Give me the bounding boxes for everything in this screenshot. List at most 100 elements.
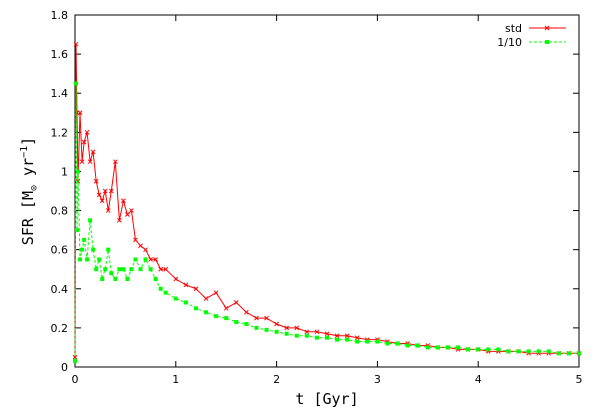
- y-tick-label: 1.2: [51, 126, 69, 139]
- data-point: [224, 316, 229, 321]
- data-point: [125, 212, 130, 217]
- data-point: [82, 237, 87, 242]
- data-point: [81, 139, 87, 145]
- data-point: [99, 198, 105, 204]
- data-point: [183, 300, 188, 305]
- data-point: [183, 282, 189, 288]
- data-point: [129, 208, 134, 213]
- x-tick-label: 5: [576, 373, 583, 386]
- data-point: [375, 339, 380, 344]
- data-point: [109, 271, 114, 276]
- data-point: [213, 290, 219, 296]
- data-point: [264, 315, 269, 321]
- data-point: [314, 335, 319, 340]
- data-point: [204, 310, 209, 315]
- data-point: [106, 247, 111, 252]
- data-point: [90, 149, 96, 155]
- data-point: [354, 335, 360, 341]
- data-point: [84, 129, 90, 135]
- y-tick-label: 0.6: [51, 244, 69, 257]
- data-point: [294, 325, 300, 331]
- data-point: [274, 329, 279, 334]
- x-axis-label: t [Gyr]: [295, 390, 358, 408]
- data-point: [566, 351, 571, 356]
- y-tick-label: 0.4: [51, 283, 69, 296]
- data-point: [87, 159, 93, 165]
- series-line: [74, 83, 579, 362]
- data-point: [153, 257, 158, 262]
- data-point: [105, 208, 111, 213]
- data-point: [577, 351, 581, 356]
- data-point: [274, 321, 279, 327]
- data-point: [546, 349, 551, 354]
- data-point: [294, 333, 299, 338]
- data-point: [121, 267, 126, 272]
- data-point: [223, 305, 229, 311]
- data-point: [163, 290, 168, 295]
- legend-label: std: [505, 22, 522, 35]
- data-point: [425, 345, 430, 350]
- data-point: [385, 341, 390, 346]
- data-point: [173, 276, 179, 282]
- data-point: [158, 286, 163, 291]
- data-point: [193, 306, 198, 311]
- y-tick-label: 1: [61, 165, 68, 178]
- data-point: [133, 237, 138, 243]
- data-point: [365, 339, 370, 344]
- data-point: [74, 81, 79, 86]
- data-point: [143, 257, 148, 262]
- data-point: [94, 267, 99, 272]
- data-point: [112, 159, 118, 165]
- data-point: [476, 347, 481, 352]
- data-point: [129, 267, 134, 272]
- y-axis-label-main: SFR [M: [19, 191, 37, 245]
- data-point: [325, 335, 329, 340]
- data-point: [117, 267, 122, 272]
- series-layer: [72, 41, 582, 364]
- x-tick-label: 3: [374, 373, 381, 386]
- data-point: [133, 257, 138, 262]
- series-one-tenth: [73, 81, 581, 364]
- data-point: [526, 349, 531, 354]
- data-point: [97, 257, 102, 262]
- series-std: [72, 41, 582, 360]
- data-point: [254, 315, 259, 321]
- data-point: [536, 349, 541, 354]
- data-point: [75, 228, 80, 233]
- plot-frame: [74, 14, 580, 368]
- data-point: [335, 337, 340, 342]
- data-point: [405, 343, 410, 348]
- data-point: [88, 218, 93, 223]
- data-point: [158, 266, 164, 272]
- data-point: [556, 351, 561, 356]
- data-point: [244, 309, 249, 315]
- data-point: [395, 341, 400, 346]
- data-point: [72, 354, 78, 360]
- data-point: [324, 331, 330, 337]
- y-axis-label-tail: yr: [19, 158, 37, 185]
- data-point: [73, 359, 77, 364]
- data-point: [91, 247, 96, 252]
- data-point: [355, 339, 360, 344]
- y-tick-label: 0.2: [51, 322, 69, 335]
- y-tick-label: 1.8: [51, 9, 69, 22]
- y-axis-label-sub: ⊙: [29, 185, 40, 191]
- data-point: [284, 331, 289, 336]
- y-tick-label: 1.4: [51, 87, 69, 100]
- data-point: [506, 349, 511, 354]
- y-axis-label-close: ]: [19, 137, 37, 146]
- axis-ticks: 0 1 2 3 4 5 0 0.2 0.4 0.6 0.8 1 1.2 1.4 1.6 1.8: [51, 9, 583, 386]
- series-line: [74, 44, 579, 358]
- data-point: [244, 321, 249, 326]
- data-point: [445, 345, 450, 350]
- data-point: [466, 347, 471, 352]
- data-point: [264, 327, 269, 332]
- y-tick-label: 1.6: [51, 48, 69, 61]
- y-tick-label: 0: [61, 361, 68, 374]
- data-point: [334, 333, 340, 339]
- data-point: [102, 188, 108, 194]
- data-point: [233, 300, 239, 305]
- data-point: [138, 267, 143, 272]
- y-axis-label-sup: −1: [19, 146, 30, 158]
